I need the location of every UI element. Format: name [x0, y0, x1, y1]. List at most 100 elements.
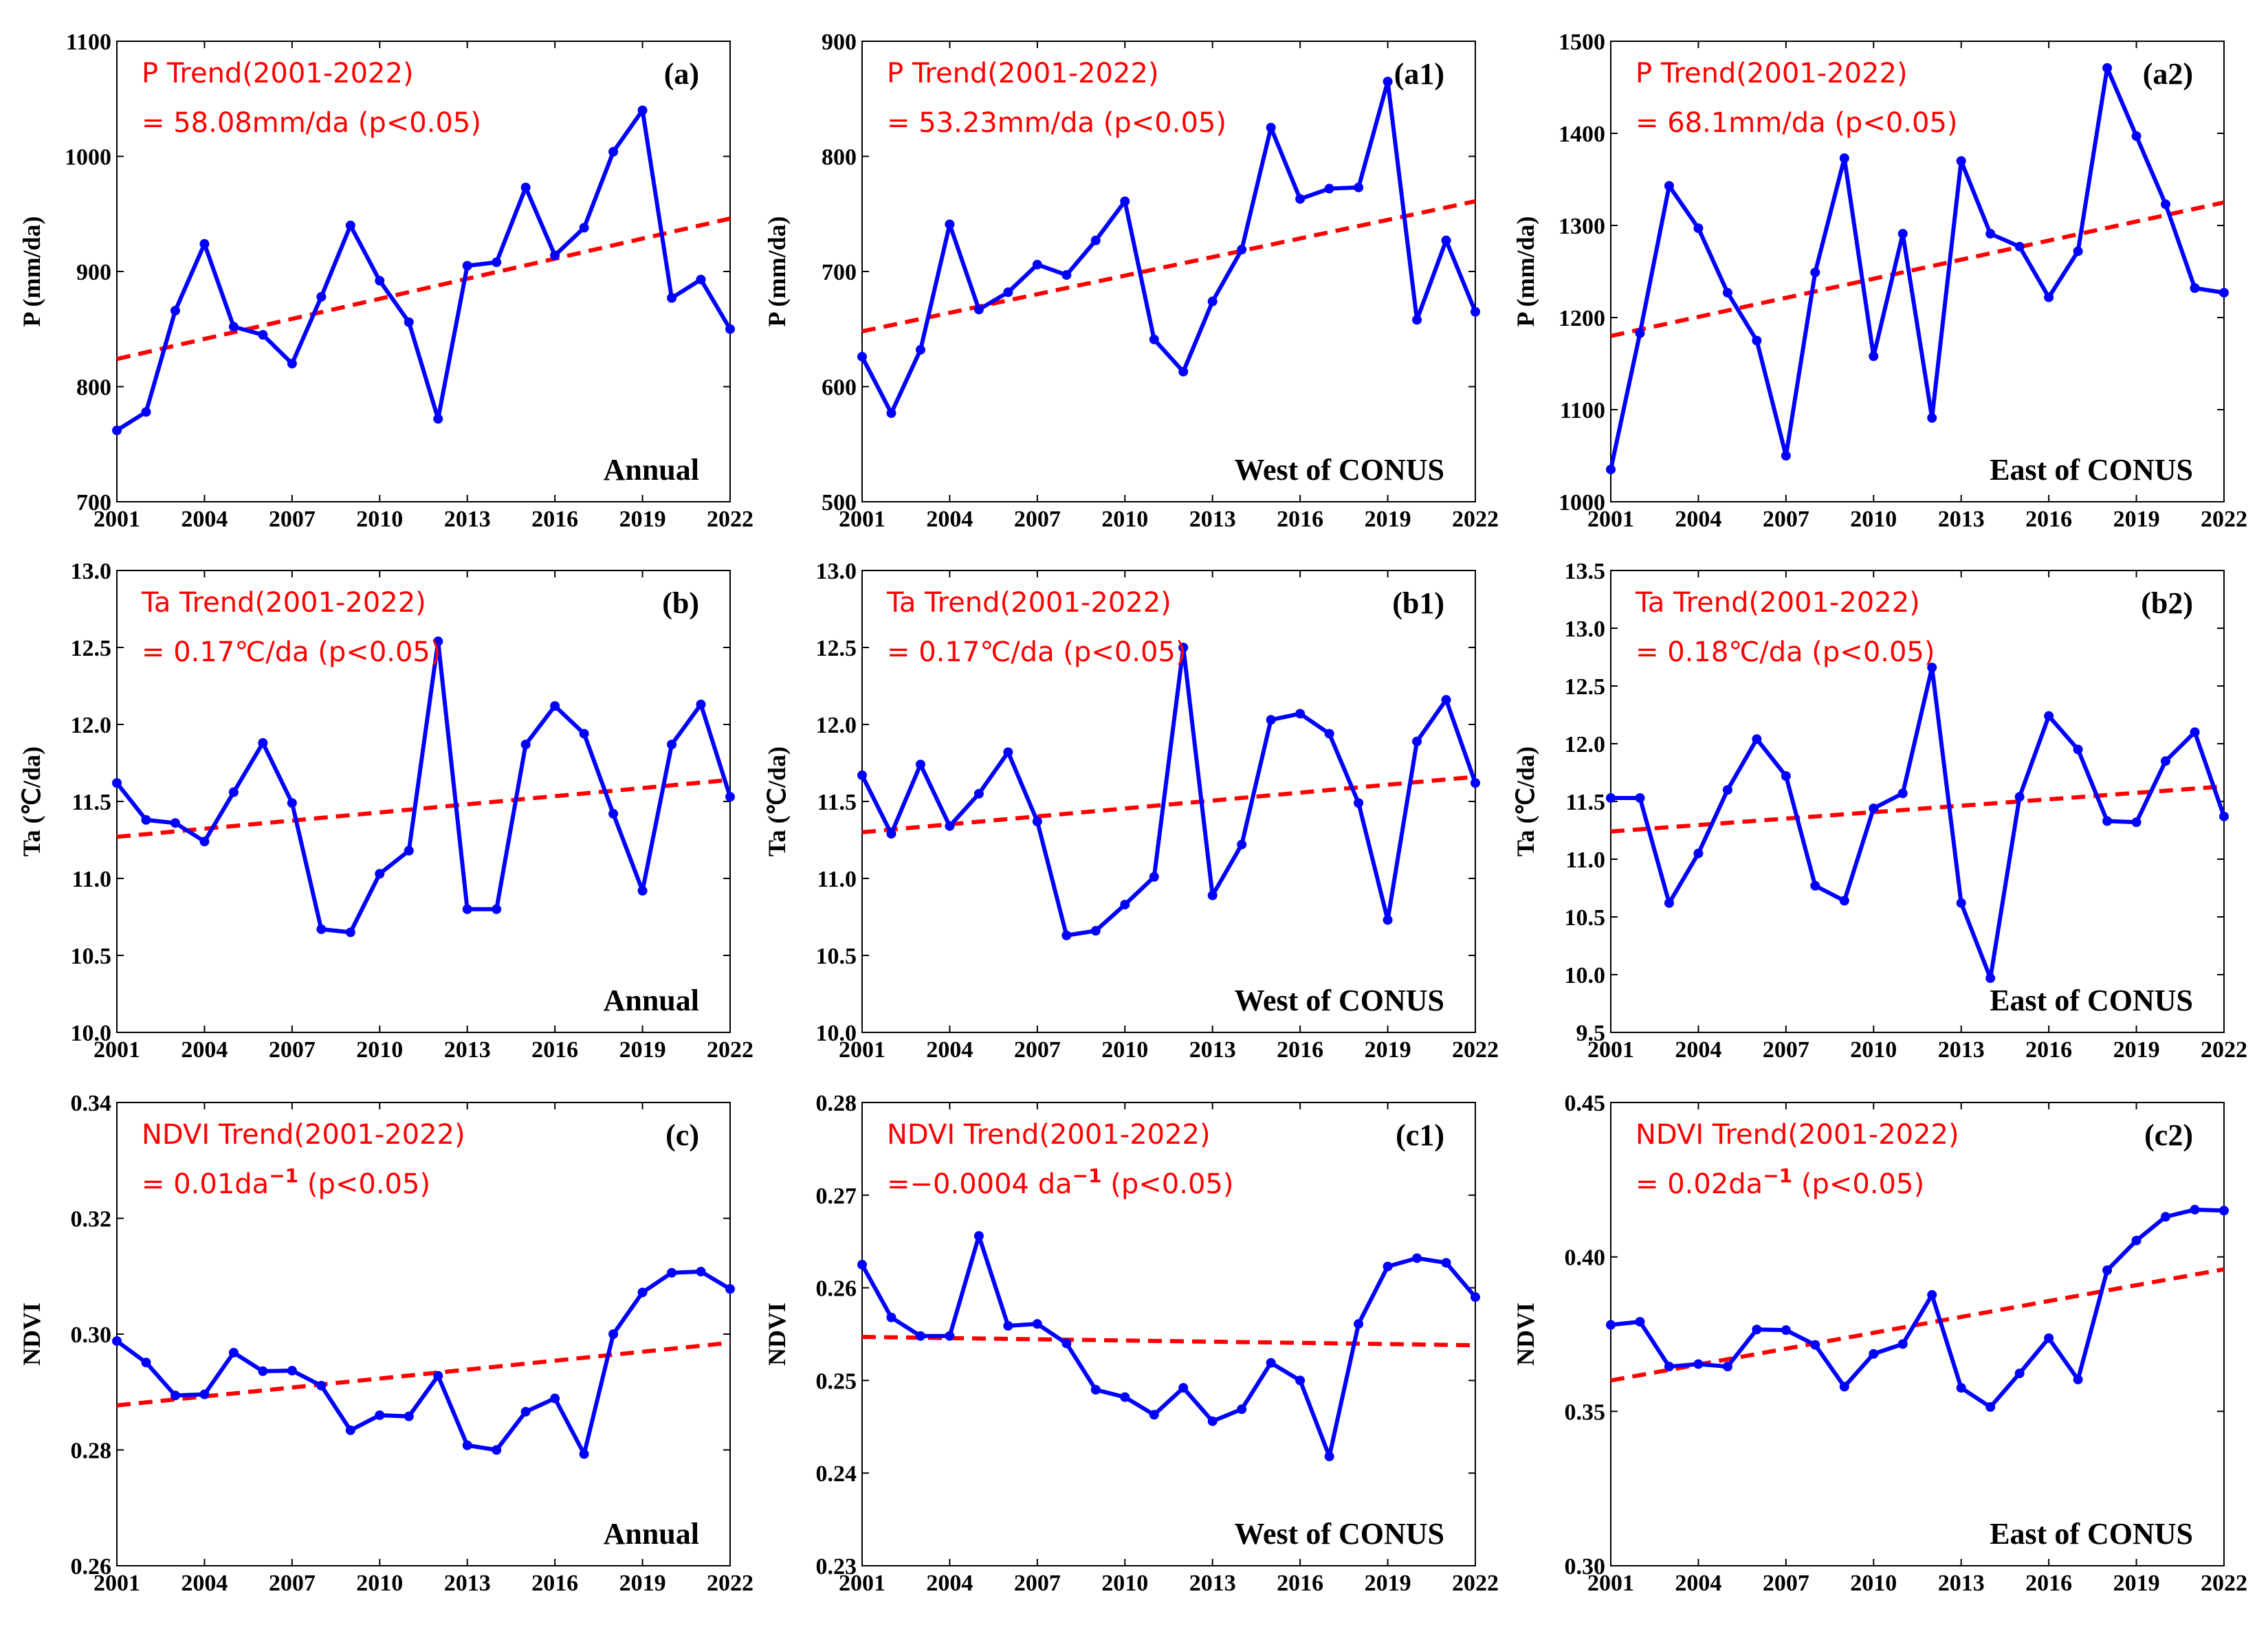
data-point: [915, 344, 925, 355]
x-tick-label: 2019: [2113, 1571, 2160, 1596]
data-point: [608, 808, 619, 819]
data-point: [1985, 973, 1996, 984]
y-tick-label: 700: [76, 490, 111, 516]
trend-title: NDVI Trend(2001-2022): [887, 1119, 1211, 1151]
data-point: [520, 182, 531, 192]
y-tick-label: 11.5: [71, 790, 111, 815]
data-point: [1927, 413, 1937, 423]
region-label: Annual: [604, 1517, 699, 1551]
data-point: [1354, 182, 1364, 192]
panel-label: (a): [664, 57, 699, 91]
data-point: [1752, 1325, 1762, 1335]
x-tick-label: 2010: [1850, 507, 1897, 532]
trend-value-significance: (p<0.05): [298, 1168, 430, 1200]
x-tick-label: 2004: [181, 1037, 228, 1063]
data-point: [1003, 1320, 1013, 1331]
y-tick-label: 700: [822, 260, 857, 285]
y-tick-label: 13.0: [816, 559, 857, 584]
trend-value: = 68.1mm/da (p<0.05): [1636, 107, 1958, 139]
trend-title: NDVI Trend(2001-2022): [142, 1119, 465, 1151]
data-point: [170, 1390, 180, 1401]
y-tick-label: 9.5: [1576, 1021, 1606, 1046]
data-point: [375, 276, 385, 286]
region-label: West of CONUS: [1234, 984, 1444, 1017]
x-tick-label: 2010: [1101, 507, 1148, 532]
data-point: [2161, 756, 2171, 766]
data-point: [170, 305, 180, 315]
data-point: [1120, 1392, 1130, 1402]
trend-value-exponent: −1: [269, 1164, 298, 1187]
data-point: [1839, 1382, 1849, 1392]
y-tick-label: 0.35: [1565, 1399, 1606, 1425]
data-point: [1354, 798, 1364, 808]
data-point: [1237, 1404, 1247, 1415]
panel-label: (c1): [1396, 1118, 1444, 1152]
y-axis-title: Ta (℃/da): [18, 746, 45, 856]
y-tick-label: 1400: [1559, 122, 1605, 147]
x-tick-label: 2007: [1014, 507, 1061, 532]
trend-value-exponent: −1: [1763, 1164, 1792, 1187]
data-point: [1032, 1319, 1042, 1329]
data-point: [1441, 235, 1451, 245]
y-tick-label: 12.0: [1565, 732, 1606, 757]
data-point: [199, 239, 210, 249]
data-point: [112, 1336, 122, 1347]
data-point: [520, 740, 531, 750]
data-point: [2190, 1204, 2200, 1215]
data-point: [1722, 785, 1732, 795]
data-point: [2044, 1333, 2054, 1343]
x-tick-label: 2013: [444, 507, 491, 532]
y-tick-label: 0.24: [816, 1461, 857, 1487]
trend-line: [1610, 784, 2225, 834]
data-point: [345, 1425, 355, 1435]
x-tick-label: 2016: [531, 1037, 578, 1063]
y-tick-label: 12.0: [71, 713, 112, 738]
data-point: [1897, 229, 1908, 239]
data-point: [1810, 880, 1820, 891]
region-label: West of CONUS: [1234, 453, 1444, 487]
series-line: [115, 639, 732, 935]
data-point: [857, 770, 867, 780]
data-point: [2014, 241, 2025, 252]
x-tick-label: 2001: [839, 1571, 885, 1596]
data-point: [886, 408, 896, 419]
data-point: [1295, 709, 1306, 719]
data-point: [696, 699, 706, 709]
data-point: [1897, 1339, 1908, 1349]
trend-value-significance: (p<0.05): [1102, 1168, 1234, 1200]
data-point: [2219, 811, 2229, 821]
data-point: [287, 359, 297, 368]
data-point: [287, 798, 297, 808]
x-tick-label: 2013: [1189, 1571, 1236, 1596]
x-tick-label: 2001: [93, 1571, 140, 1596]
data-point: [915, 1331, 925, 1341]
x-tick-label: 2022: [2201, 1571, 2247, 1596]
y-tick-label: 1300: [1559, 214, 1605, 239]
data-point: [1956, 1383, 1966, 1393]
data-point: [375, 1410, 385, 1420]
data-point: [141, 407, 151, 417]
y-tick-label: 12.5: [71, 636, 112, 661]
trend-title: NDVI Trend(2001-2022): [1636, 1119, 1959, 1151]
x-tick-label: 2016: [2025, 1037, 2072, 1063]
region-label: East of CONUS: [1990, 1517, 2193, 1551]
x-tick-label: 2019: [1365, 1571, 1411, 1596]
data-point: [258, 330, 268, 340]
x-tick-label: 2013: [444, 1571, 491, 1596]
data-point: [492, 257, 502, 267]
data-point: [462, 1440, 472, 1450]
data-point: [199, 1389, 210, 1399]
panel-a1: 500 600 700 800 900 2001 2004 2007 2010 2013 2016 2…: [763, 30, 1499, 532]
trend-title: Ta Trend(2001-2022): [141, 587, 426, 619]
data-point: [1354, 1319, 1364, 1329]
data-point: [1441, 1258, 1451, 1268]
data-point: [1471, 778, 1480, 788]
data-point: [579, 223, 589, 233]
data-point: [1927, 663, 1937, 673]
data-point: [696, 274, 706, 285]
data-point: [1927, 1289, 1937, 1300]
series-line: [1611, 665, 2226, 981]
data-point: [433, 1371, 443, 1381]
data-point: [1149, 872, 1159, 882]
data-point: [1178, 366, 1189, 377]
